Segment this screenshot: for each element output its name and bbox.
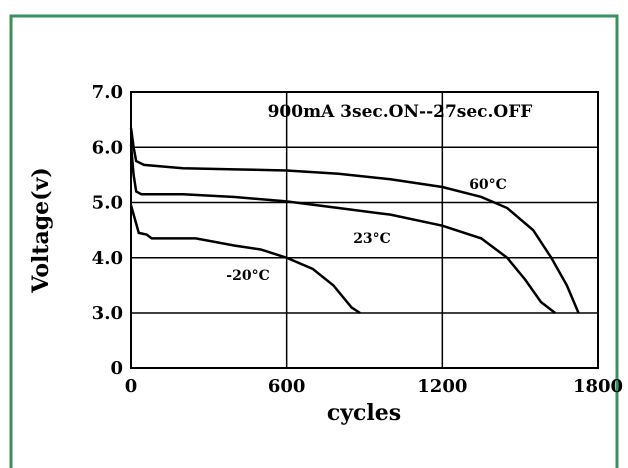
series-line [129, 127, 580, 314]
y-tick-label: 3.0 [92, 303, 123, 324]
y-tick-label: 0 [110, 358, 123, 379]
annotation: 900mA 3sec.ON--27sec.OFF [268, 102, 533, 122]
x-tick-label: 0 [125, 376, 138, 397]
series-line [129, 204, 361, 315]
y-tick-label: 5.0 [92, 193, 123, 214]
x-tick-label: 1800 [573, 376, 623, 397]
y-axis-title: Voltage(v) [28, 167, 54, 293]
y-tick-label: 4.0 [92, 248, 123, 269]
x-axis-title: cycles [327, 400, 401, 426]
series-label: -20°C [226, 268, 269, 284]
y-tick-label: 6.0 [92, 137, 123, 158]
series-label: 23°C [353, 231, 391, 247]
y-tick-label: 7.0 [92, 82, 123, 103]
series-line [129, 144, 556, 314]
x-tick-label: 1200 [417, 376, 467, 397]
x-tick-label: 600 [268, 376, 306, 397]
series-label: 60°C [469, 177, 507, 193]
